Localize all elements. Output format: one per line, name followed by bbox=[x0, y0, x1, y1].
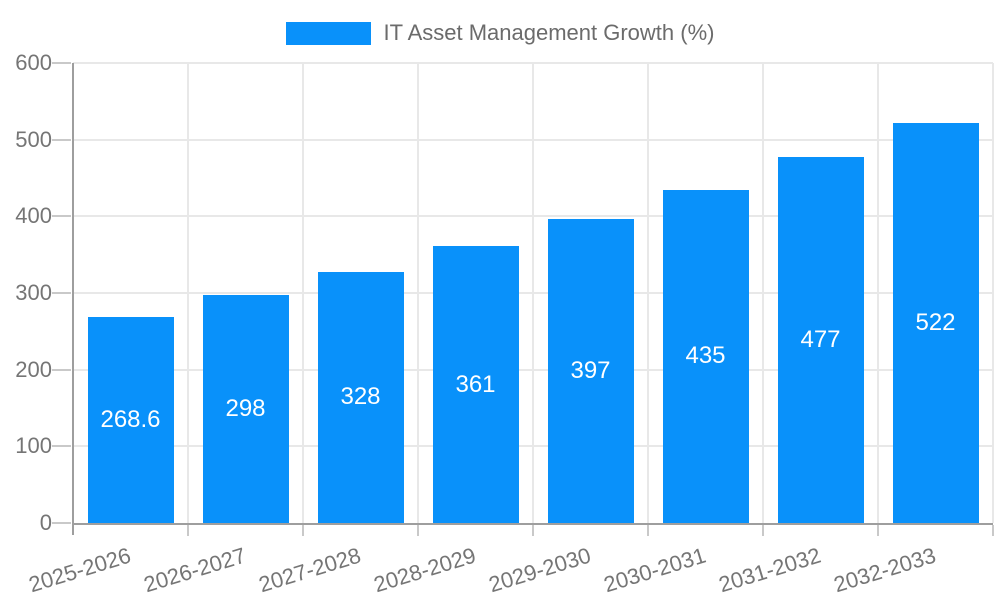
gridline-vertical bbox=[992, 63, 994, 523]
bar-value-label: 328 bbox=[340, 383, 381, 411]
gridline-vertical bbox=[302, 63, 304, 523]
x-tick-label: 2031-2032 bbox=[716, 542, 825, 598]
bar-value-label: 298 bbox=[225, 394, 266, 422]
x-tick-mark bbox=[302, 525, 304, 536]
bar-value-label: 435 bbox=[685, 342, 726, 370]
x-tick-mark bbox=[417, 525, 419, 536]
x-tick-mark bbox=[532, 525, 534, 536]
bar[interactable]: 268.6 bbox=[87, 317, 174, 523]
x-tick-label: 2026-2027 bbox=[141, 542, 250, 598]
x-tick-mark bbox=[992, 525, 994, 536]
x-tick-mark bbox=[647, 525, 649, 536]
bar[interactable]: 477 bbox=[777, 157, 864, 523]
y-tick-mark bbox=[52, 138, 71, 141]
gridline-vertical bbox=[762, 63, 764, 523]
x-tick-label: 2027-2028 bbox=[256, 542, 365, 598]
x-tick-label: 2028-2029 bbox=[371, 542, 480, 598]
bar[interactable]: 298 bbox=[202, 294, 289, 523]
y-tick-mark bbox=[52, 445, 71, 448]
y-tick-label: 0 bbox=[39, 510, 52, 535]
bar[interactable]: 328 bbox=[317, 271, 404, 523]
gridline-vertical bbox=[877, 63, 879, 523]
bar[interactable]: 361 bbox=[432, 246, 519, 523]
bar-value-label: 361 bbox=[455, 370, 496, 398]
y-tick-mark bbox=[52, 522, 71, 524]
bar[interactable]: 522 bbox=[892, 122, 979, 523]
x-tick-mark bbox=[762, 525, 764, 536]
y-tick-mark bbox=[52, 292, 71, 294]
x-axis-line bbox=[72, 523, 993, 525]
y-tick-label: 500 bbox=[15, 126, 52, 152]
y-tick-label: 100 bbox=[15, 433, 52, 459]
y-tick-label: 300 bbox=[15, 280, 52, 305]
bar[interactable]: 397 bbox=[547, 218, 634, 523]
y-tick-mark bbox=[52, 368, 71, 371]
x-tick-label: 2032-2033 bbox=[831, 542, 940, 598]
plot-area: 268.6 298 328 361 397 435 477 522 bbox=[52, 62, 994, 536]
gridline-vertical bbox=[417, 63, 419, 523]
y-tick-mark bbox=[52, 215, 71, 218]
legend[interactable]: IT Asset Management Growth (%) bbox=[0, 20, 1000, 46]
x-tick-label: 2029-2030 bbox=[486, 542, 595, 598]
y-tick-label: 200 bbox=[15, 356, 52, 382]
bar-value-label: 522 bbox=[915, 308, 956, 336]
y-axis-labels: 0 100 200 300 400 500 600 bbox=[0, 50, 52, 535]
legend-swatch bbox=[285, 21, 371, 45]
legend-title: IT Asset Management Growth (%) bbox=[383, 20, 715, 45]
bar-value-label: 397 bbox=[570, 356, 611, 384]
gridline-vertical bbox=[532, 63, 534, 523]
bar-value-label: 268.6 bbox=[100, 406, 161, 434]
y-axis-line bbox=[72, 63, 74, 535]
x-tick-mark bbox=[877, 525, 879, 536]
x-tick-label: 2025-2026 bbox=[26, 542, 135, 598]
bar[interactable]: 435 bbox=[662, 189, 749, 523]
gridline-vertical bbox=[187, 63, 189, 523]
y-tick-label: 400 bbox=[15, 203, 52, 229]
x-tick-label: 2030-2031 bbox=[601, 542, 710, 598]
bar-value-label: 477 bbox=[800, 326, 841, 354]
y-tick-label: 600 bbox=[15, 50, 52, 75]
y-tick-mark bbox=[52, 62, 71, 64]
gridline-vertical bbox=[647, 63, 649, 523]
x-tick-mark bbox=[187, 525, 189, 536]
